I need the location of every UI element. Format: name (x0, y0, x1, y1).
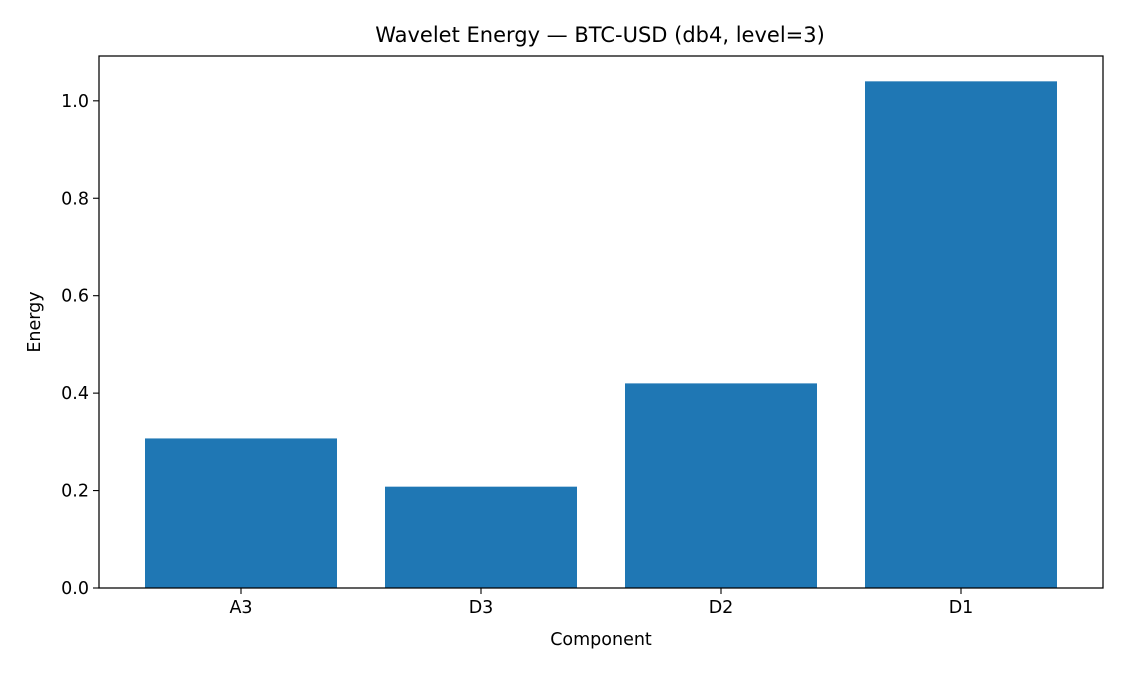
bar-d1 (865, 81, 1057, 588)
bar-d2 (625, 383, 817, 588)
y-axis: 0.0 0.2 0.4 0.6 0.8 1.0 (61, 92, 99, 599)
plot-frame (98, 55, 1104, 589)
x-tick-label-d3: D3 (469, 598, 494, 618)
x-tick-label-d2: D2 (709, 598, 734, 618)
bars-group (145, 81, 1057, 588)
y-axis-label: Energy (25, 291, 45, 352)
x-axis-label: Component (550, 630, 652, 650)
x-tick-label-d1: D1 (949, 598, 974, 618)
y-tick-label: 0.0 (61, 579, 89, 599)
bar-d3 (385, 486, 577, 588)
x-tick-label-a3: A3 (229, 598, 252, 618)
x-axis: A3 D3 D2 D1 (229, 588, 973, 618)
bar-a3 (145, 438, 337, 588)
y-tick-label: 0.6 (61, 287, 89, 307)
y-tick-label: 1.0 (61, 92, 89, 112)
chart-title: Wavelet Energy — BTC-USD (db4, level=3) (375, 23, 825, 47)
y-tick-label: 0.2 (61, 482, 89, 502)
y-tick-label: 0.8 (61, 189, 89, 209)
y-tick-label: 0.4 (61, 384, 89, 404)
